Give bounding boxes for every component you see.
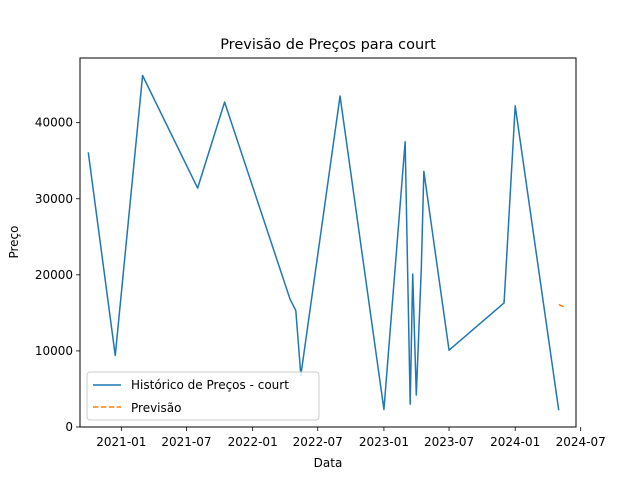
plot-lines [87, 74, 566, 411]
x-axis-label: Data [314, 456, 343, 470]
legend: Histórico de Preços - court Previsão [86, 371, 320, 421]
y-tick-label-1: 10000 [35, 344, 73, 358]
plot-frame [79, 57, 577, 428]
x-tick-label-7: 2024-07 [556, 435, 606, 449]
x-tick-label-0: 2021-01 [96, 435, 146, 449]
x-axis-ticks: 2021-01 2021-07 2022-01 2022-07 2023-01 2023-… [96, 427, 606, 449]
x-tick-label-1: 2021-07 [161, 435, 211, 449]
y-tick-label-0: 0 [65, 420, 73, 434]
legend-label-forecast: Previsão [131, 401, 181, 415]
series-line-history [87, 74, 560, 411]
legend-box [86, 371, 320, 421]
y-axis-ticks: 0 10000 20000 30000 40000 [35, 116, 80, 434]
x-tick-label-5: 2023-07 [424, 435, 474, 449]
y-tick-label-4: 40000 [35, 116, 73, 130]
x-tick-label-2: 2022-01 [228, 435, 278, 449]
x-tick-label-4: 2023-01 [359, 435, 409, 449]
series-line-forecast [558, 303, 566, 309]
chart-title: Previsão de Preços para court [220, 37, 436, 53]
y-tick-label-3: 30000 [35, 192, 73, 206]
y-tick-label-2: 20000 [35, 268, 73, 282]
x-tick-label-3: 2022-07 [293, 435, 343, 449]
legend-label-history: Histórico de Preços - court [131, 378, 289, 392]
y-axis-label: Preço [7, 225, 21, 258]
x-tick-label-6: 2024-01 [490, 435, 540, 449]
